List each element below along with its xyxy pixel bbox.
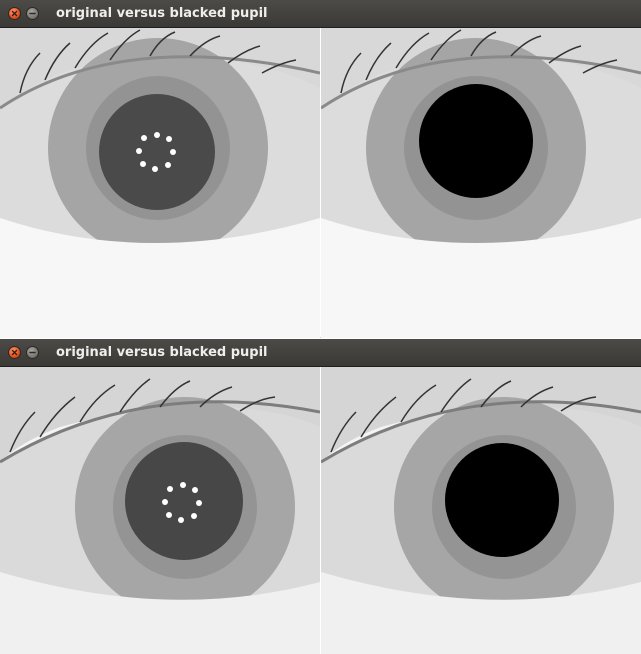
minimize-icon (29, 12, 36, 15)
blacked-eye-image (321, 28, 641, 338)
window-title: original versus blacked pupil (56, 345, 268, 360)
image-canvas (0, 367, 641, 654)
close-window-button[interactable] (8, 7, 21, 20)
image-window-1: original versus blacked pupil (0, 0, 641, 338)
image-window-2: original versus blacked pupil (0, 339, 641, 654)
eye-blacked-bottom (321, 367, 641, 654)
eye-original-top (0, 28, 320, 338)
minimize-icon (29, 351, 36, 354)
close-icon (11, 349, 18, 356)
window-title: original versus blacked pupil (56, 6, 268, 21)
original-eye-image (0, 367, 320, 654)
eye-blacked-top (321, 28, 641, 338)
minimize-window-button[interactable] (26, 7, 39, 20)
eye-original-bottom (0, 367, 320, 654)
titlebar[interactable]: original versus blacked pupil (0, 339, 641, 367)
close-window-button[interactable] (8, 346, 21, 359)
image-canvas (0, 28, 641, 338)
minimize-window-button[interactable] (26, 346, 39, 359)
titlebar[interactable]: original versus blacked pupil (0, 0, 641, 28)
blacked-eye-image (321, 367, 641, 654)
original-eye-image (0, 28, 320, 338)
close-icon (11, 10, 18, 17)
